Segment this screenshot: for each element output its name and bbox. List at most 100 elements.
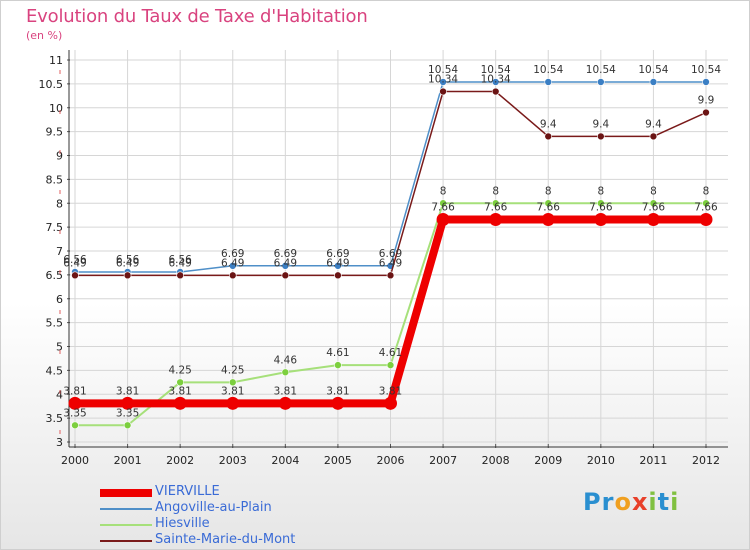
data-label: 6.49 bbox=[221, 257, 244, 269]
chart-subtitle: (en %) bbox=[26, 29, 63, 42]
data-label: 3.81 bbox=[326, 385, 349, 397]
proxiti-logo: Proxiti bbox=[583, 488, 680, 516]
data-label: 6.49 bbox=[116, 257, 139, 269]
data-point bbox=[646, 212, 660, 226]
legend-swatch bbox=[100, 524, 152, 526]
x-tick-label: 2008 bbox=[482, 454, 510, 467]
y-tick-label: 4.5 bbox=[46, 364, 64, 377]
data-label: 3.35 bbox=[63, 407, 86, 419]
data-point bbox=[281, 262, 290, 270]
legend-label: Sainte-Marie-du-Mont bbox=[155, 532, 296, 547]
data-label: 3.81 bbox=[63, 385, 86, 397]
data-label: 9.4 bbox=[645, 118, 662, 130]
data-label: 7.66 bbox=[484, 201, 508, 213]
data-point bbox=[436, 212, 450, 226]
data-label: 4.61 bbox=[379, 347, 402, 359]
data-point bbox=[228, 271, 237, 280]
data-label: 10.54 bbox=[691, 64, 721, 76]
data-label: 8 bbox=[597, 185, 604, 197]
data-point bbox=[334, 262, 342, 270]
data-label: 6.56 bbox=[63, 254, 87, 266]
series-layer bbox=[68, 78, 713, 430]
data-label: 10.54 bbox=[533, 64, 563, 76]
data-label: 3.81 bbox=[274, 385, 297, 397]
y-tick-label: 8 bbox=[56, 197, 63, 210]
data-label: 7.66 bbox=[642, 201, 666, 213]
data-point bbox=[71, 271, 79, 280]
data-label: 7.66 bbox=[537, 201, 561, 213]
y-tick-label: 9.5 bbox=[46, 126, 64, 139]
data-point bbox=[544, 132, 553, 141]
data-point bbox=[439, 199, 447, 208]
x-tick-label: 2002 bbox=[166, 454, 194, 467]
data-label: 3.35 bbox=[116, 407, 139, 419]
data-label: 4.25 bbox=[221, 364, 244, 376]
y-tick-label: 3 bbox=[56, 436, 63, 449]
data-label: 9.9 bbox=[698, 95, 715, 107]
x-tick-label: 2006 bbox=[377, 454, 405, 467]
y-tick-label: 6.5 bbox=[46, 269, 64, 282]
data-point bbox=[173, 396, 187, 410]
data-label: 10.34 bbox=[481, 74, 511, 86]
data-point bbox=[491, 199, 500, 208]
data-label: 7.66 bbox=[431, 201, 455, 213]
data-point bbox=[597, 78, 605, 86]
data-point bbox=[491, 87, 500, 96]
data-label: 3.81 bbox=[116, 385, 139, 397]
data-point bbox=[699, 212, 713, 226]
data-point bbox=[331, 396, 345, 410]
x-tick-label: 2007 bbox=[429, 454, 457, 467]
y-tick-label: 7 bbox=[56, 245, 63, 258]
legend-label: VIERVILLE bbox=[155, 484, 220, 499]
data-label: 10.54 bbox=[638, 64, 668, 76]
data-point bbox=[597, 199, 605, 208]
y-tick-label: 10 bbox=[49, 102, 63, 115]
data-point bbox=[176, 378, 184, 387]
data-label: 8 bbox=[703, 185, 710, 197]
x-tick-label: 2003 bbox=[219, 454, 247, 467]
data-point bbox=[123, 271, 132, 280]
data-label: 3.81 bbox=[221, 385, 244, 397]
data-label: 10.54 bbox=[586, 64, 616, 76]
data-label: 4.46 bbox=[274, 354, 298, 366]
data-label: 10.54 bbox=[481, 64, 511, 76]
data-label: 8 bbox=[492, 185, 499, 197]
y-tick-label: 11 bbox=[49, 54, 63, 67]
x-tick-label: 2004 bbox=[271, 454, 299, 467]
data-label: 4.61 bbox=[326, 347, 349, 359]
data-point bbox=[541, 212, 555, 226]
data-label: 9.4 bbox=[592, 118, 609, 130]
data-point bbox=[702, 78, 710, 86]
data-point bbox=[226, 396, 240, 410]
data-point bbox=[281, 368, 290, 377]
data-label: 9.4 bbox=[540, 118, 557, 130]
legend-swatch bbox=[100, 508, 152, 510]
data-point bbox=[278, 396, 292, 410]
data-label: 6.56 bbox=[168, 254, 192, 266]
data-label: 8 bbox=[440, 185, 447, 197]
data-label: 6.69 bbox=[379, 248, 402, 260]
x-tick-label: 2001 bbox=[114, 454, 142, 467]
chart-title: Evolution du Taux de Taxe d'Habitation bbox=[26, 6, 368, 27]
data-point bbox=[702, 199, 710, 208]
data-point bbox=[544, 199, 553, 208]
data-label: 6.56 bbox=[116, 254, 140, 266]
data-label: 6.49 bbox=[379, 257, 402, 269]
data-label: 7.66 bbox=[694, 201, 718, 213]
y-tick-label: 9 bbox=[56, 150, 63, 163]
data-point bbox=[649, 132, 658, 141]
y-tick-label: 8.5 bbox=[46, 173, 64, 186]
data-point bbox=[439, 87, 447, 96]
data-label: 6.69 bbox=[274, 248, 297, 260]
data-label: 6.49 bbox=[168, 257, 191, 269]
data-point bbox=[649, 78, 658, 86]
data-label: 6.69 bbox=[326, 248, 349, 260]
data-point bbox=[334, 271, 342, 280]
y-tick-label: 4 bbox=[56, 388, 63, 401]
data-label: 6.49 bbox=[63, 257, 86, 269]
data-point bbox=[384, 396, 397, 410]
y-tick-label: 10.5 bbox=[39, 78, 64, 91]
data-point bbox=[491, 78, 500, 86]
